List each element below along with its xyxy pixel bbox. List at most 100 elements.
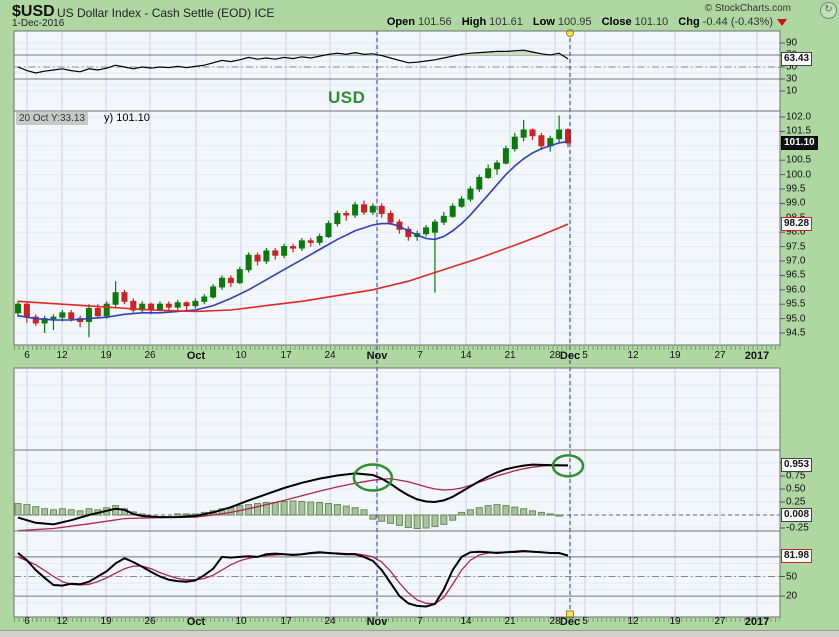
- x-axis-label: Nov: [366, 350, 388, 362]
- histogram-bar: [395, 514, 403, 526]
- usd-watermark: USD: [328, 88, 366, 107]
- histogram-bar: [466, 509, 474, 516]
- lower-plot-border: [13, 367, 781, 618]
- histogram-bar: [378, 514, 386, 522]
- histogram-bar: [32, 506, 40, 516]
- x-axis-label: 28: [549, 350, 561, 361]
- x-axis-label: 6: [24, 350, 30, 361]
- x-axis-label: 19: [669, 350, 681, 361]
- y-axis-label: -0.25: [786, 522, 809, 534]
- chart-tool-icon[interactable]: ↻: [820, 2, 837, 19]
- histogram-bar: [67, 509, 75, 516]
- candle-body: [458, 198, 465, 207]
- histogram-bar: [49, 509, 57, 516]
- axis-value-box: 98.28: [781, 217, 813, 232]
- histogram-bar: [112, 505, 120, 516]
- candle-body: [85, 308, 92, 322]
- x-axis-label: Oct: [186, 616, 206, 628]
- y-axis-label: 0.50: [786, 483, 806, 495]
- candle-body: [272, 250, 279, 256]
- candle-body: [378, 205, 385, 214]
- x-axis-label: 17: [280, 616, 292, 627]
- candle-body: [281, 246, 288, 256]
- histogram-bar: [458, 511, 466, 516]
- x-axis-label: 5: [582, 350, 588, 361]
- quote-summary: Open 101.56 High 101.61 Low 100.95 Close 101…: [380, 16, 787, 28]
- crossover-circle-annotation: [551, 454, 585, 478]
- x-axis-ruler-ticks-top: [14, 346, 780, 350]
- candle-body: [68, 312, 75, 320]
- open-value: 101.56: [418, 16, 452, 28]
- histogram-bar: [404, 514, 412, 528]
- x-axis-label: Dec: [559, 616, 581, 628]
- candle-body: [334, 212, 341, 225]
- y-axis-label: 0.25: [786, 496, 806, 508]
- high-value: 101.61: [489, 16, 523, 28]
- y-axis-label: 98.0: [786, 226, 806, 238]
- bottom-scrollbar[interactable]: [0, 630, 839, 637]
- symbol-label: $USD: [12, 3, 55, 20]
- histogram-bar: [174, 513, 182, 516]
- candle-body: [50, 316, 57, 320]
- y-axis-label: 99.0: [786, 197, 806, 209]
- histogram-bar: [440, 514, 448, 525]
- x-axis-label: 10: [235, 616, 247, 627]
- x-axis-label: 28: [549, 616, 561, 627]
- x-axis-label: 14: [460, 350, 472, 361]
- histogram-bar: [387, 514, 395, 524]
- histogram-bar: [262, 502, 270, 516]
- candle-body: [210, 286, 217, 298]
- x-axis-label: 5: [582, 616, 588, 627]
- histogram-bar: [324, 503, 332, 516]
- candle-body: [440, 215, 447, 223]
- x-axis-label: 19: [100, 350, 112, 361]
- rsi-overbought-fill: [18, 50, 569, 55]
- x-axis-label: 24: [324, 616, 336, 627]
- axis-value-box: 81.98: [781, 548, 813, 563]
- y-axis-label: 101.5: [786, 125, 812, 137]
- candle-body: [254, 254, 261, 262]
- candle-body: [565, 129, 572, 144]
- histogram-bar: [14, 503, 22, 516]
- histogram-bar: [254, 503, 262, 516]
- candle-body: [165, 303, 172, 308]
- candle-body: [467, 188, 474, 200]
- y-axis-label: 96.0: [786, 284, 806, 296]
- candle-body: [32, 316, 39, 324]
- x-axis-label: 26: [144, 350, 156, 361]
- candle-body: [227, 277, 234, 284]
- candle-body: [219, 277, 226, 288]
- x-axis-label: 7: [417, 616, 423, 627]
- axis-value-box: 0.008: [781, 507, 813, 522]
- candle-body: [494, 162, 501, 170]
- axis-value-box: 63.43: [781, 51, 813, 66]
- histogram-bar: [529, 510, 537, 516]
- histogram-bar: [307, 501, 315, 516]
- candle-body: [183, 302, 190, 307]
- histogram-bar: [280, 500, 288, 516]
- histogram-bar: [58, 508, 66, 516]
- candle-body: [23, 303, 30, 318]
- candle-body: [121, 292, 128, 302]
- chart-date: 1-Dec-2016: [12, 18, 65, 29]
- y-axis-label: 50: [786, 571, 798, 582]
- candle-body: [502, 148, 509, 164]
- y-axis-label: 99.5: [786, 183, 806, 195]
- candle-body: [130, 300, 137, 311]
- candle-body: [290, 246, 297, 249]
- histogram-bar: [475, 507, 483, 516]
- chg-label: Chg: [678, 16, 700, 28]
- histogram-bar: [333, 504, 341, 516]
- axis-value-box: 0.953: [781, 458, 813, 473]
- candle-body: [236, 269, 243, 284]
- moving-average-fast-line: [17, 140, 569, 321]
- y-axis-label: 97.0: [786, 255, 806, 267]
- y-axis-label: 94.5: [786, 327, 806, 339]
- chart-title: US Dollar Index - Cash Settle (EOD) ICE: [57, 6, 275, 20]
- x-axis-label: 27: [714, 616, 726, 627]
- y-axis-label: 0.75: [786, 470, 806, 482]
- candle-body: [352, 204, 359, 216]
- x-axis-label: 12: [627, 350, 639, 361]
- candle-body: [307, 240, 314, 243]
